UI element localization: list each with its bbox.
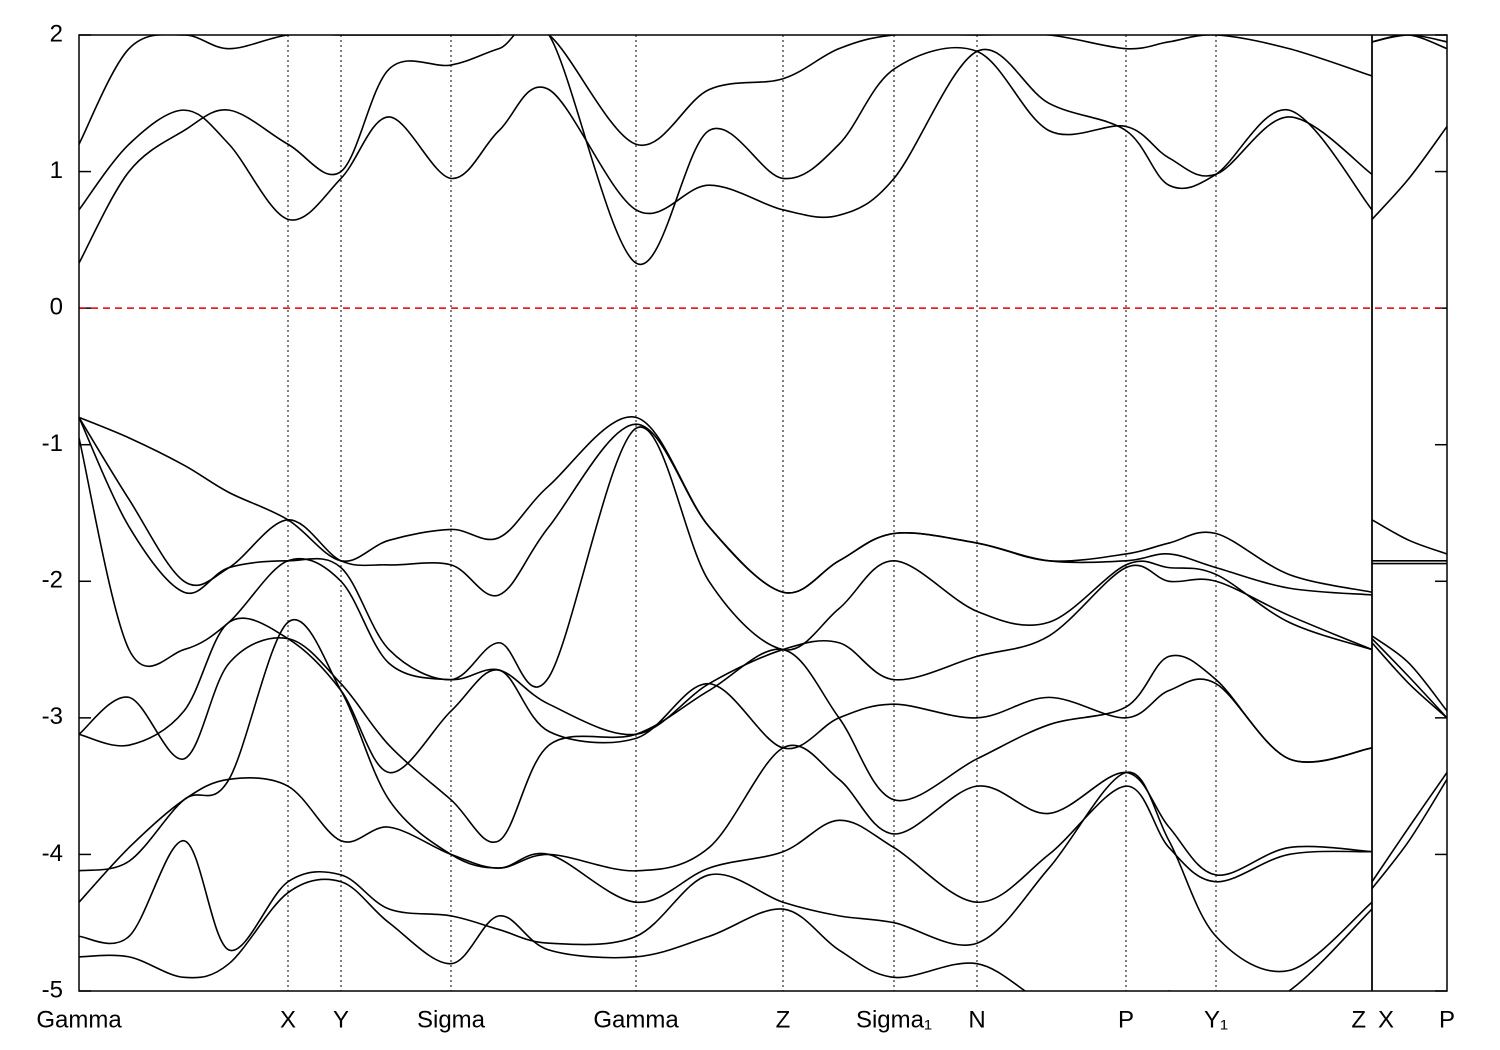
band-line (79, 35, 1447, 266)
x-tick-label: Z (776, 1006, 791, 1033)
x-tick-label: Sigma₁ (856, 1006, 932, 1033)
x-tick-label: Y (333, 1006, 349, 1033)
x-tick-label: X (1378, 1006, 1394, 1033)
band-line (79, 437, 1447, 736)
plot-frame (78, 34, 1448, 992)
y-tick-label: -1 (42, 430, 63, 457)
x-tick-label: Gamma (36, 1006, 122, 1033)
y-tick-label: -2 (42, 567, 63, 594)
band-line (79, 878, 1373, 991)
y-tick-label: -4 (42, 840, 63, 867)
band-line (79, 48, 1447, 221)
y-tick-label: 0 (50, 293, 63, 320)
x-tick-label: Sigma (417, 1006, 486, 1033)
band-line (79, 776, 1447, 904)
bands (79, 35, 1447, 991)
x-tick-label: Gamma (593, 1006, 679, 1033)
x-tick-label: Y₁ (1204, 1006, 1228, 1033)
band-line (79, 619, 1447, 883)
band-line (79, 416, 1447, 597)
band-line (79, 637, 1447, 844)
band-line (79, 617, 1447, 774)
band-line (79, 771, 1373, 973)
band-line (79, 417, 1447, 688)
y-tick-label: -3 (42, 703, 63, 730)
y-tick-label: -5 (42, 976, 63, 1003)
x-tick-label: X (280, 1006, 296, 1033)
band-line (79, 416, 1447, 594)
band-line (79, 35, 1447, 147)
x-tick-label: Z (1351, 1006, 1366, 1033)
y-tick-label: 2 (50, 20, 63, 47)
y-tick-label: 1 (50, 157, 63, 184)
x-tick-label: P (1439, 1006, 1455, 1033)
x-tick-label: P (1118, 1006, 1134, 1033)
x-tick-label: N (968, 1006, 985, 1033)
